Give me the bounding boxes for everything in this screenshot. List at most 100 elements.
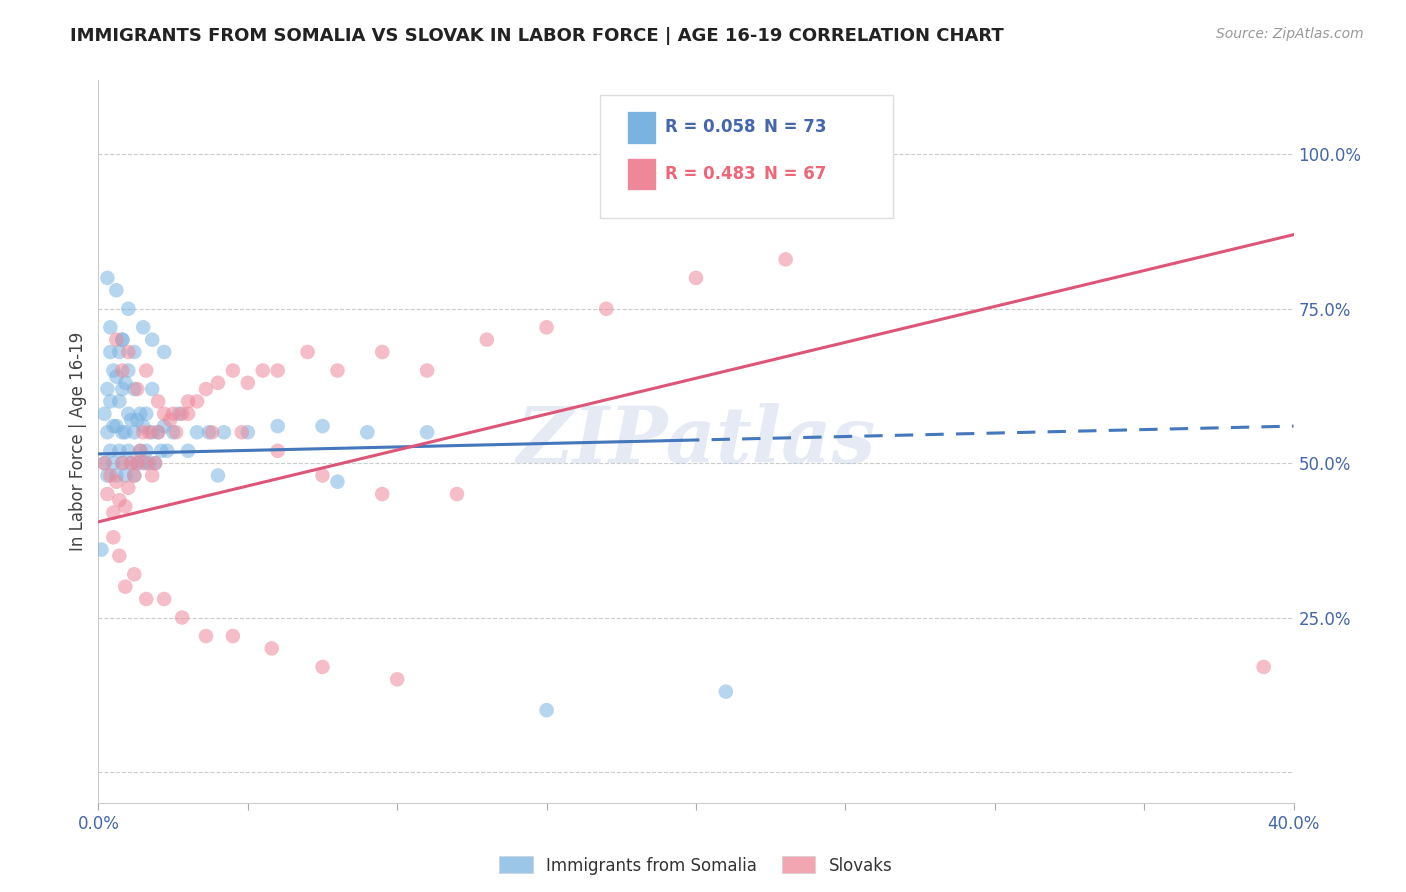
Point <box>111 382 134 396</box>
Point <box>186 394 208 409</box>
Point <box>117 481 139 495</box>
Point <box>371 345 394 359</box>
Point <box>252 363 274 377</box>
Point <box>201 425 224 440</box>
Point <box>446 487 468 501</box>
Point <box>108 345 131 359</box>
Point <box>135 407 157 421</box>
Point <box>103 419 125 434</box>
Point <box>267 443 290 458</box>
Point <box>105 333 128 347</box>
Point <box>108 549 131 563</box>
Point <box>326 363 349 377</box>
Point <box>127 456 149 470</box>
Point <box>297 345 319 359</box>
Text: N = 67: N = 67 <box>763 165 827 183</box>
Point <box>153 345 176 359</box>
Legend: Immigrants from Somalia, Slovaks: Immigrants from Somalia, Slovaks <box>494 850 898 881</box>
Point <box>172 610 194 624</box>
Point <box>177 443 200 458</box>
Point <box>195 629 218 643</box>
Point <box>138 456 160 470</box>
Point <box>135 592 157 607</box>
Point <box>714 684 737 698</box>
Point <box>111 456 134 470</box>
Point <box>98 345 122 359</box>
Point <box>114 580 136 594</box>
Point <box>120 456 142 470</box>
Point <box>93 407 115 421</box>
Point <box>114 500 136 514</box>
Point <box>162 425 184 440</box>
Point <box>267 419 290 434</box>
Point <box>148 394 170 409</box>
Point <box>167 407 190 421</box>
Point <box>141 425 163 440</box>
Point <box>132 419 155 434</box>
Point <box>156 443 179 458</box>
Point <box>124 468 146 483</box>
Point <box>105 419 128 434</box>
Point <box>135 363 157 377</box>
Point <box>117 301 139 316</box>
Point <box>124 425 146 440</box>
Point <box>96 487 118 501</box>
Point <box>162 407 184 421</box>
Point <box>595 301 617 316</box>
Point <box>129 407 152 421</box>
Point <box>385 673 409 687</box>
Point <box>153 407 176 421</box>
Point <box>132 456 155 470</box>
Bar <box>627 158 657 191</box>
Point <box>231 425 253 440</box>
Point <box>685 271 707 285</box>
Text: IMMIGRANTS FROM SOMALIA VS SLOVAK IN LABOR FORCE | AGE 16-19 CORRELATION CHART: IMMIGRANTS FROM SOMALIA VS SLOVAK IN LAB… <box>70 27 1004 45</box>
Point <box>198 425 221 440</box>
Point <box>1253 660 1275 674</box>
Point <box>129 443 152 458</box>
Point <box>356 425 378 440</box>
Point <box>117 363 139 377</box>
Point <box>111 363 134 377</box>
Point <box>96 425 118 440</box>
Point <box>108 493 131 508</box>
Point <box>186 425 208 440</box>
Point <box>127 456 149 470</box>
Point <box>416 363 439 377</box>
Point <box>135 456 157 470</box>
Point <box>117 345 139 359</box>
Point <box>127 382 149 396</box>
Point <box>775 252 797 267</box>
Point <box>148 425 170 440</box>
Point <box>475 333 498 347</box>
Point <box>177 407 200 421</box>
Bar <box>627 111 657 144</box>
Point <box>129 443 152 458</box>
Point <box>93 456 115 470</box>
Point <box>153 419 176 434</box>
Point <box>111 425 134 440</box>
Point <box>96 468 118 483</box>
Point <box>260 641 283 656</box>
Point <box>114 376 136 390</box>
Point <box>222 629 245 643</box>
Point <box>222 363 245 377</box>
Point <box>326 475 349 489</box>
Point <box>103 506 125 520</box>
Point <box>117 443 139 458</box>
Point <box>111 456 134 470</box>
Point <box>141 333 163 347</box>
Point <box>371 487 394 501</box>
Point <box>236 376 259 390</box>
Y-axis label: In Labor Force | Age 16-19: In Labor Force | Age 16-19 <box>69 332 87 551</box>
Point <box>311 419 333 434</box>
Point <box>103 363 125 377</box>
Point <box>114 425 136 440</box>
Point <box>311 660 333 674</box>
Point <box>124 382 146 396</box>
Point <box>98 394 122 409</box>
Point <box>143 456 166 470</box>
Point <box>96 382 118 396</box>
Point <box>172 407 194 421</box>
Point <box>98 320 122 334</box>
